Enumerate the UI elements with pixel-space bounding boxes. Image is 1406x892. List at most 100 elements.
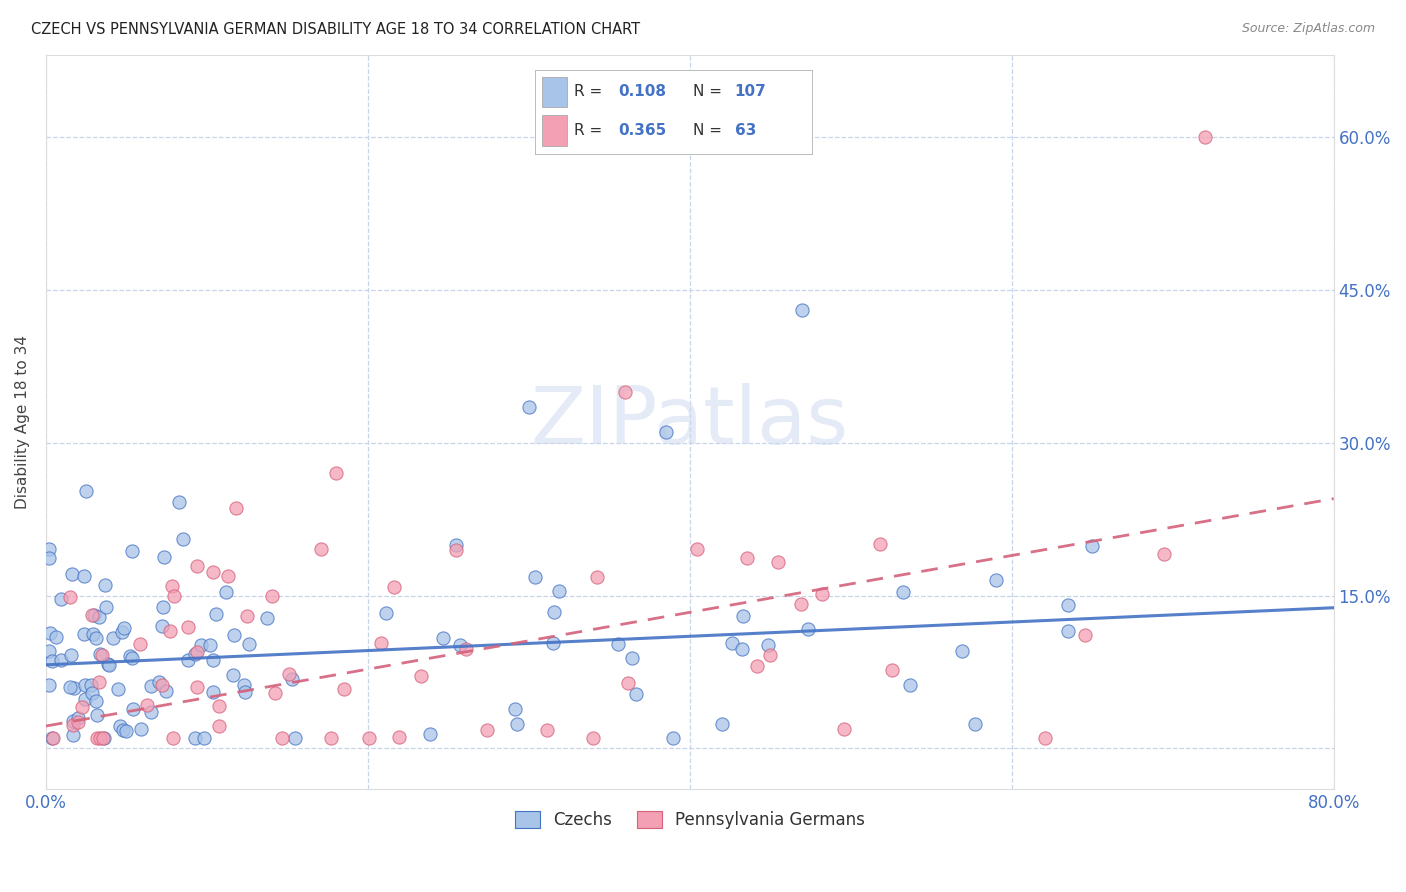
Point: [543, 605, 565, 619]
Point: [89, 675, 111, 690]
Point: [444, 538, 467, 552]
Point: [89, 647, 111, 661]
Point: [225, 501, 247, 516]
Point: [662, 731, 685, 746]
Point: [60, 648, 83, 662]
Point: [86, 708, 108, 723]
Point: [159, 624, 181, 638]
Point: [59, 590, 82, 604]
Point: [654, 425, 676, 440]
Point: [375, 606, 398, 620]
Point: [582, 731, 605, 746]
Point: [503, 702, 526, 716]
Point: [215, 585, 238, 599]
Point: [233, 685, 256, 699]
Point: [177, 653, 200, 667]
Point: [617, 675, 640, 690]
Point: [121, 650, 143, 665]
Point: [169, 495, 191, 509]
Point: [357, 731, 380, 746]
Point: [898, 678, 921, 692]
Point: [506, 717, 529, 731]
Point: [172, 532, 194, 546]
Point: [263, 686, 285, 700]
Point: [94, 600, 117, 615]
Point: [83, 608, 105, 623]
Point: [91, 731, 114, 746]
Point: [112, 723, 135, 738]
Point: [607, 637, 630, 651]
Point: [1153, 548, 1175, 562]
Point: [131, 722, 153, 736]
Point: [766, 555, 789, 569]
Point: [62, 728, 84, 742]
Point: [536, 723, 558, 738]
Point: [72, 569, 94, 583]
Point: [204, 607, 226, 621]
Point: [891, 585, 914, 599]
Point: [221, 668, 243, 682]
Point: [686, 541, 709, 556]
Point: [129, 637, 152, 651]
Point: [45, 630, 67, 644]
Point: [49, 653, 72, 667]
Point: [834, 722, 856, 736]
Point: [80, 678, 103, 692]
Point: [148, 675, 170, 690]
Point: [186, 558, 208, 573]
Point: [419, 726, 441, 740]
Point: [121, 702, 143, 716]
Point: [184, 647, 207, 661]
Text: Source: ZipAtlas.com: Source: ZipAtlas.com: [1241, 22, 1375, 36]
Point: [118, 648, 141, 663]
Point: [66, 711, 89, 725]
Text: ZIPatlas: ZIPatlas: [530, 384, 849, 461]
Point: [388, 731, 411, 745]
Point: [811, 587, 834, 601]
Point: [1033, 731, 1056, 746]
Point: [38, 542, 60, 557]
Point: [112, 622, 135, 636]
Legend: Czechs, Pennsylvania Germans: Czechs, Pennsylvania Germans: [508, 805, 872, 836]
Point: [73, 626, 96, 640]
Point: [107, 681, 129, 696]
Point: [162, 731, 184, 746]
Point: [80, 686, 103, 700]
Point: [38, 678, 60, 692]
Point: [278, 667, 301, 681]
Point: [80, 608, 103, 623]
Point: [523, 570, 546, 584]
Point: [620, 651, 643, 665]
Point: [541, 636, 564, 650]
Point: [882, 663, 904, 677]
Point: [38, 551, 60, 566]
Point: [201, 653, 224, 667]
Point: [217, 569, 239, 583]
Point: [186, 680, 208, 694]
Point: [950, 644, 973, 658]
Point: [548, 583, 571, 598]
Point: [517, 400, 540, 414]
Point: [233, 677, 256, 691]
Point: [333, 681, 356, 696]
Point: [759, 648, 782, 663]
Point: [208, 719, 231, 733]
Point: [260, 589, 283, 603]
Point: [737, 550, 759, 565]
Point: [745, 658, 768, 673]
Point: [325, 466, 347, 480]
Point: [444, 542, 467, 557]
Point: [121, 543, 143, 558]
Point: [432, 631, 454, 645]
Point: [202, 685, 225, 699]
Point: [141, 706, 163, 720]
Point: [93, 731, 115, 746]
Point: [111, 625, 134, 640]
Point: [62, 717, 84, 731]
Point: [67, 714, 90, 729]
Point: [869, 537, 891, 551]
Point: [198, 638, 221, 652]
Point: [456, 642, 478, 657]
Point: [60, 566, 83, 581]
Point: [91, 648, 114, 662]
